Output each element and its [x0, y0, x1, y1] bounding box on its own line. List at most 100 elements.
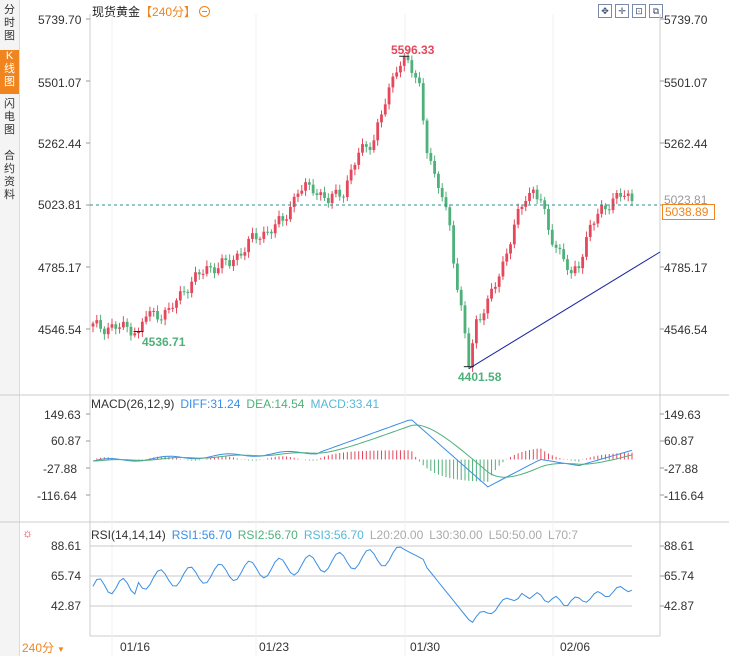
bottom-timeframe-label: 240分	[22, 641, 55, 655]
crosshair-icon[interactable]: ✛	[615, 4, 629, 18]
candle-body-124	[562, 249, 566, 260]
rsi-level-70: L70:7	[548, 528, 579, 542]
candle-body-40	[243, 252, 247, 256]
rsi-line	[92, 546, 633, 624]
candle-body-79	[391, 76, 395, 88]
candle-body-142	[630, 193, 634, 202]
line-chart-icon[interactable]: ⊡	[632, 4, 646, 18]
macd-tick-left-3: -116.64	[37, 489, 77, 503]
candle-body-31	[209, 266, 213, 268]
chevron-down-icon: ▼	[57, 645, 65, 654]
rsi-title: RSI(14,14,14) RSI1:56.70 RSI2:56.70 RSI3:56…	[91, 528, 584, 542]
candle-body-32	[213, 267, 216, 274]
candle-body-18	[159, 319, 163, 321]
rsi-level-30: L30:30.00	[429, 528, 483, 542]
expand-icon[interactable]: ✥	[598, 4, 612, 18]
candle-body-104	[486, 298, 490, 314]
low-price-label: 4401.58	[458, 370, 502, 384]
candle-body-38	[235, 253, 239, 260]
rsi-tick-right-2: 42.87	[664, 599, 695, 613]
minus-circle-icon[interactable]	[199, 6, 211, 17]
x-tick-2: 01/30	[410, 640, 441, 654]
candle-body-16	[152, 310, 156, 312]
candle-body-136	[607, 209, 611, 211]
timeframe-label[interactable]: 【240分】	[140, 5, 197, 19]
settings-icon[interactable]: ☼	[22, 526, 33, 540]
candle-body-72	[364, 144, 368, 147]
candle-body-12	[137, 331, 140, 334]
candle-body-46	[266, 231, 270, 233]
candle-body-68	[349, 169, 353, 181]
candle-body-132	[592, 223, 596, 225]
candle-body-117	[535, 189, 539, 200]
candle-body-141	[626, 193, 630, 196]
candle-body-100	[471, 343, 474, 367]
tab-flash-chart[interactable]: 闪电图	[0, 98, 19, 146]
candle-body-2	[99, 320, 102, 329]
candle-body-120	[547, 208, 550, 230]
y-tick-left-5: 4546.54	[38, 323, 82, 337]
candle-body-99	[467, 333, 471, 367]
macd-tick-left-1: 60.87	[51, 434, 82, 448]
candle-body-111	[512, 224, 516, 245]
y-tick-left-3: 5023.81	[38, 198, 82, 212]
candle-body-70	[357, 152, 361, 165]
candle-body-35	[224, 258, 228, 261]
y-tick-right-5: 4546.54	[664, 323, 708, 337]
candle-body-49	[277, 216, 281, 225]
candle-body-47	[270, 231, 273, 234]
candle-body-85	[414, 72, 418, 78]
y-tick-left-1: 5501.07	[38, 76, 82, 90]
candle-body-42	[251, 233, 254, 239]
candle-body-44	[258, 238, 262, 240]
candle-body-37	[232, 259, 235, 267]
candle-body-67	[345, 180, 349, 198]
candle-body-95	[452, 225, 455, 264]
macd-tick-left-0: 149.63	[44, 408, 81, 422]
candle-body-89	[429, 153, 433, 161]
fullscreen-icon[interactable]: ⧉	[649, 4, 663, 18]
candle-body-88	[425, 120, 429, 154]
candle-body-9	[125, 321, 129, 327]
candle-body-66	[342, 196, 345, 198]
high-price-label: 5596.33	[391, 43, 435, 57]
candle-body-110	[509, 244, 512, 254]
y-tick-right-0: 5739.70	[664, 13, 708, 27]
candle-body-105	[490, 288, 493, 299]
y-tick-left-4: 4785.17	[38, 261, 82, 275]
y-tick-left-2: 5262.44	[38, 137, 82, 151]
candle-body-15	[148, 311, 152, 317]
y-tick-right-4: 4785.17	[664, 261, 708, 275]
candle-body-91	[437, 173, 440, 188]
candle-body-112	[516, 208, 520, 225]
candle-body-3	[102, 328, 106, 335]
candle-body-94	[448, 207, 452, 226]
rsi-tick-right-0: 88.61	[664, 539, 695, 553]
candle-body-115	[528, 192, 531, 201]
macd-dea: DEA:14.54	[246, 397, 305, 411]
y-tick-right-3: 5023.81	[664, 193, 708, 207]
candle-body-134	[600, 205, 604, 214]
candle-body-55	[300, 190, 304, 194]
tab-time-chart[interactable]: 分时图	[0, 4, 19, 48]
candle-body-41	[247, 238, 251, 253]
candle-body-102	[478, 319, 482, 321]
candle-body-80	[395, 72, 399, 77]
instrument-title: 现货黄金	[92, 5, 141, 19]
rsi-level-50: L50:50.00	[488, 528, 543, 542]
candle-body-22	[175, 300, 178, 308]
bottom-timeframe-selector[interactable]: 240分 ▼	[22, 639, 65, 656]
candle-body-24	[182, 291, 186, 293]
candle-body-17	[156, 310, 159, 320]
candle-body-51	[285, 219, 288, 221]
candle-body-122	[554, 244, 558, 248]
tab-contract-info[interactable]: 合约资料	[0, 150, 19, 210]
candle-body-128	[577, 266, 581, 269]
macd-tick-right-2: -27.88	[664, 462, 699, 476]
candle-body-57	[307, 182, 311, 185]
candle-body-131	[588, 224, 592, 238]
candle-body-58	[311, 184, 315, 194]
